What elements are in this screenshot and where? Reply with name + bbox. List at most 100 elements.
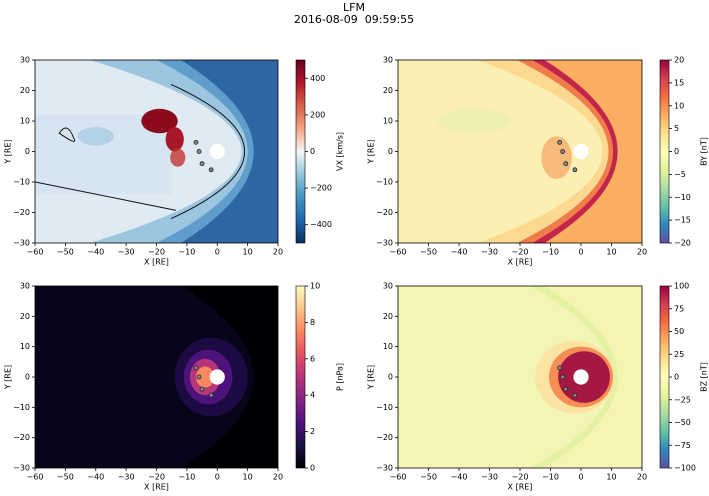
colorbar-tick-label: −25	[674, 395, 691, 404]
colorbar	[295, 59, 306, 244]
colorbar-tick-label: 0	[310, 147, 315, 156]
heatmap-field	[35, 286, 278, 468]
colorbar-tick-label: 0	[310, 464, 315, 473]
x-tick-label: 0	[578, 248, 583, 257]
colorbar-label: P [nPa]	[336, 363, 345, 391]
figure-subtitle: 2016-08-09 09:59:55	[294, 13, 414, 26]
y-tick-label: −20	[13, 208, 30, 217]
y-tick-label: 10	[20, 117, 30, 126]
earth	[573, 143, 589, 160]
field	[398, 286, 612, 468]
earth	[209, 369, 225, 385]
x-tick-label: −10	[542, 248, 559, 257]
y-tick-label: 0	[25, 373, 30, 382]
field	[541, 136, 572, 179]
colorbar-tick-label: 10	[310, 282, 320, 291]
colorbar-tick-label: 10	[674, 101, 684, 110]
y-axis-label: Y [RE]	[4, 139, 13, 164]
satellite-point	[199, 161, 205, 167]
x-axis-label: X [RE]	[508, 483, 533, 492]
y-tick-label: 20	[383, 86, 393, 95]
y-tick-label: 10	[383, 117, 393, 126]
colorbar-tick-label: 5	[674, 124, 679, 133]
colorbar-tick-label: −200	[310, 184, 332, 193]
satellite-point	[563, 386, 569, 392]
heatmap-field	[35, 60, 278, 243]
y-tick-label: 30	[20, 56, 30, 65]
x-tick-label: 10	[606, 248, 616, 257]
x-tick-label: −10	[542, 473, 559, 482]
x-tick-label: 10	[243, 248, 253, 257]
x-tick-label: −50	[57, 473, 74, 482]
satellite-point	[572, 392, 578, 398]
x-tick-label: −60	[390, 248, 407, 257]
y-tick-label: 10	[20, 342, 30, 351]
x-tick-label: −50	[420, 473, 437, 482]
colorbar-tick-label: −15	[674, 216, 691, 225]
colorbar-tick-label: 4	[310, 391, 315, 400]
satellite-point	[193, 365, 199, 371]
colorbar-tick-label: 2	[310, 427, 315, 436]
y-tick-label: 0	[388, 147, 393, 156]
x-tick-label: −10	[178, 473, 195, 482]
colorbar-tick-label: −400	[310, 220, 332, 229]
colorbar-tick-label: 200	[310, 110, 325, 119]
y-tick-label: 20	[383, 312, 393, 321]
x-tick-label: −30	[118, 248, 135, 257]
satellite-point	[199, 386, 205, 392]
y-tick-label: −20	[13, 433, 30, 442]
field	[141, 108, 178, 134]
earth	[209, 143, 225, 160]
colorbar	[295, 285, 306, 469]
x-tick-label: 0	[215, 473, 220, 482]
x-tick-label: 20	[273, 473, 283, 482]
x-axis-label: X [RE]	[144, 483, 169, 492]
x-tick-label: 20	[637, 248, 647, 257]
earth	[573, 369, 589, 385]
colorbar-tick-label: 6	[310, 354, 315, 363]
x-tick-label: −20	[512, 248, 529, 257]
x-tick-label: −30	[481, 473, 498, 482]
y-tick-label: −30	[13, 239, 30, 248]
y-axis-label: Y [RE]	[4, 365, 13, 390]
y-tick-label: −30	[13, 464, 30, 473]
field	[170, 148, 186, 167]
figure-title: LFM	[343, 1, 365, 14]
colorbar-tick-label: −10	[674, 193, 691, 202]
x-tick-label: −40	[87, 473, 104, 482]
colorbar-tick-label: 8	[310, 318, 315, 327]
y-tick-label: −20	[376, 433, 393, 442]
colorbar-label: BZ [nT]	[700, 362, 709, 392]
y-axis-label: Y [RE]	[367, 139, 376, 164]
colorbar-tick-label: 400	[310, 74, 325, 83]
colorbar-tick-label: 50	[674, 327, 684, 336]
heatmap-field	[398, 286, 642, 468]
field	[195, 366, 215, 388]
y-tick-label: −10	[13, 403, 30, 412]
y-tick-label: −10	[376, 178, 393, 187]
y-tick-label: 20	[20, 312, 30, 321]
satellite-point	[208, 392, 214, 398]
x-tick-label: −60	[27, 473, 44, 482]
colorbar-tick-label: 25	[674, 350, 684, 359]
colorbar-tick-label: 75	[674, 304, 684, 313]
x-tick-label: −40	[87, 248, 104, 257]
field	[77, 127, 114, 146]
y-tick-label: 30	[20, 282, 30, 291]
field	[437, 108, 511, 134]
colorbar	[659, 285, 670, 469]
x-tick-label: 20	[637, 473, 647, 482]
satellite-point	[572, 167, 578, 173]
heatmap-field	[398, 60, 642, 243]
colorbar-tick-label: −75	[674, 441, 691, 450]
colorbar-label: BY [nT]	[700, 137, 709, 166]
y-tick-label: 0	[25, 147, 30, 156]
field	[165, 127, 184, 152]
x-tick-label: −60	[27, 248, 44, 257]
x-tick-label: −30	[118, 473, 135, 482]
y-tick-label: 30	[383, 282, 393, 291]
x-tick-label: 10	[243, 473, 253, 482]
x-axis-label: X [RE]	[508, 258, 533, 267]
x-tick-label: −30	[481, 248, 498, 257]
